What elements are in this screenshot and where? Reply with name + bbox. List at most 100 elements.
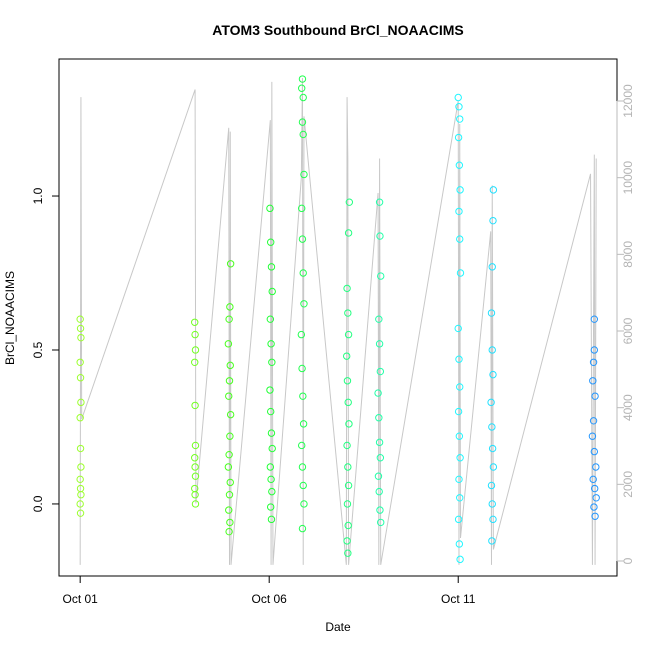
point	[590, 315, 599, 323]
point	[76, 324, 85, 333]
point	[267, 475, 275, 484]
point	[224, 463, 233, 471]
point	[377, 272, 385, 280]
point	[455, 432, 464, 440]
point	[191, 491, 199, 499]
point	[297, 330, 306, 339]
point	[374, 389, 382, 397]
x-tick-label: Oct 01	[62, 592, 98, 606]
y2-tick-label: 0	[621, 557, 635, 564]
point	[487, 481, 496, 490]
point	[376, 454, 385, 462]
point	[589, 475, 597, 484]
point	[226, 478, 234, 487]
point	[225, 527, 233, 536]
y-tick-label: 0.5	[31, 341, 45, 358]
point	[589, 377, 597, 385]
point	[298, 441, 306, 450]
point	[456, 383, 464, 391]
point	[298, 75, 307, 83]
point	[226, 361, 234, 370]
point	[488, 346, 496, 354]
point	[454, 133, 463, 142]
point	[268, 358, 276, 367]
point	[300, 500, 308, 508]
point	[77, 333, 85, 342]
point	[344, 229, 353, 237]
point	[299, 93, 307, 102]
point	[300, 170, 308, 179]
point	[488, 500, 496, 508]
point	[76, 315, 84, 323]
point	[456, 555, 464, 564]
point	[488, 263, 496, 271]
point	[226, 410, 235, 419]
point	[267, 515, 276, 524]
point	[226, 518, 234, 527]
point	[298, 463, 307, 471]
point	[298, 84, 306, 92]
point	[376, 232, 384, 240]
point	[375, 315, 383, 323]
point	[488, 423, 496, 431]
point	[488, 537, 496, 545]
point	[375, 414, 383, 422]
point	[375, 438, 384, 447]
y-tick-label: 0.0	[31, 495, 45, 512]
point	[487, 309, 496, 317]
point	[225, 377, 234, 385]
x-tick-label: Oct 11	[441, 592, 476, 606]
point	[191, 330, 199, 339]
point	[266, 315, 275, 323]
point	[343, 537, 351, 545]
point	[342, 352, 351, 360]
point	[76, 373, 85, 382]
point	[299, 420, 308, 428]
point	[191, 401, 199, 410]
point	[487, 398, 495, 407]
point	[191, 463, 199, 471]
point	[225, 491, 234, 499]
point	[225, 315, 233, 323]
point	[225, 506, 233, 514]
point	[489, 463, 498, 471]
point	[191, 454, 199, 462]
point	[226, 432, 234, 440]
point	[590, 503, 598, 511]
x-tick-label: Oct 06	[252, 592, 288, 606]
point	[344, 463, 352, 471]
point	[226, 260, 235, 268]
point	[299, 392, 307, 400]
point	[489, 370, 497, 379]
altitude-line	[79, 78, 597, 565]
point	[266, 204, 274, 213]
point	[76, 500, 84, 508]
plot-frame	[58, 58, 618, 577]
point	[267, 263, 276, 271]
point	[454, 93, 462, 102]
point	[375, 487, 383, 496]
point	[375, 340, 384, 348]
point	[454, 515, 463, 524]
point	[455, 540, 464, 548]
point	[588, 432, 597, 440]
point	[76, 358, 84, 367]
point	[267, 429, 276, 437]
point	[76, 414, 84, 422]
point	[456, 115, 464, 123]
y2-tick-label: 2000	[621, 471, 635, 498]
point	[454, 324, 462, 333]
point	[191, 346, 200, 354]
point	[455, 161, 464, 169]
point	[456, 494, 464, 502]
point	[590, 484, 599, 493]
point	[345, 420, 353, 428]
point	[489, 515, 497, 524]
point	[455, 475, 463, 484]
y-tick-label: 1.0	[31, 187, 45, 204]
point	[76, 475, 84, 484]
point	[345, 198, 354, 206]
point	[456, 454, 464, 462]
